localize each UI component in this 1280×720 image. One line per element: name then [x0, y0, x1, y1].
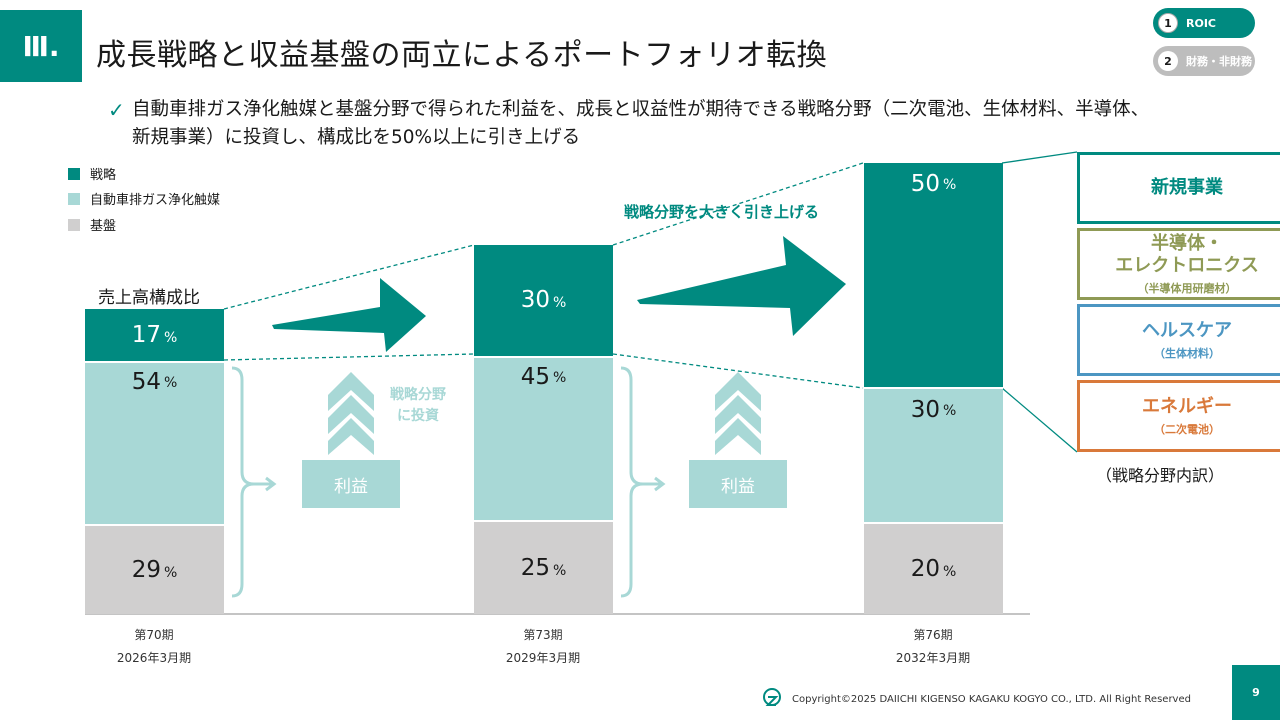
x-label-1: 第73期 2029年3月期	[473, 624, 613, 670]
bar-segment: 54%	[85, 360, 224, 526]
breakdown-semiconductor: 半導体・ エレクトロニクス （半導体用研磨材）	[1077, 228, 1280, 300]
bar-value-label: 25	[520, 554, 550, 581]
legend-swatch-base	[68, 218, 80, 231]
x-label-2-period: 第76期	[913, 628, 953, 642]
breakdown-healthcare-title: ヘルスケア	[1142, 319, 1232, 341]
breakdown-caption: （戦略分野内訳）	[1095, 466, 1224, 485]
legend-swatch-strategy	[68, 167, 80, 180]
bar-segment: 25%	[474, 521, 613, 614]
legend-label-catalyst: 自動車排ガス浄化触媒	[90, 193, 221, 208]
breakdown-energy-sub: （二次電池）	[1154, 422, 1220, 436]
breakdown-healthcare: ヘルスケア （生体材料）	[1077, 304, 1280, 376]
bar-value-label: 30	[520, 287, 550, 314]
growth-arrow-1	[272, 278, 426, 352]
invest-label-1-line1: 戦略分野	[390, 387, 446, 403]
bar-unit-label: %	[942, 402, 957, 419]
breakdown-connector-top	[1001, 151, 1078, 164]
connector-top-1	[223, 244, 475, 310]
x-label-0: 第70期 2026年3月期	[84, 624, 224, 670]
profit-brace-1	[231, 366, 277, 598]
bar-segment: 29%	[85, 525, 224, 614]
legend-label-strategy: 戦略	[90, 168, 117, 183]
nav-roic-number: 1	[1158, 13, 1178, 33]
bar-unit-label: %	[552, 295, 567, 312]
growth-arrow-2	[637, 236, 846, 336]
invest-chevrons-1	[328, 372, 374, 455]
company-logo-icon	[763, 688, 781, 706]
bar-unit-label: %	[552, 369, 567, 386]
page-title: 成長戦略と収益基盤の両立によるポートフォリオ転換	[96, 38, 828, 73]
x-label-1-period: 第73期	[523, 628, 563, 642]
bar-unit-label: %	[942, 177, 957, 193]
invest-label-1: 戦略分野 に投資	[373, 385, 463, 427]
bar-value-label: 20	[910, 555, 940, 582]
summary-text: 自動車排ガス浄化触媒と基盤分野で得られた利益を、成長と収益性が期待できる戦略分野…	[132, 99, 1150, 148]
profit-box-1: 利益	[302, 460, 400, 508]
breakdown-semiconductor-title: 半導体・ エレクトロニクス	[1115, 232, 1259, 276]
legend-item-base: 基盤	[68, 215, 116, 234]
section-badge: Ⅲ.	[0, 10, 82, 82]
breakdown-energy: エネルギー （二次電池）	[1077, 380, 1280, 452]
legend-label-base: 基盤	[90, 219, 117, 234]
bar-unit-label: %	[552, 562, 567, 579]
invest-chevrons-2	[715, 372, 761, 455]
invest-label-1-line2: に投資	[397, 408, 439, 424]
bar-segment: 45%	[474, 355, 613, 522]
profit-box-2: 利益	[689, 460, 787, 508]
y-axis-label: 売上高構成比	[98, 288, 200, 308]
legend-swatch-catalyst	[68, 192, 80, 205]
breakdown-semiconductor-sub: （半導体用研磨材）	[1137, 281, 1237, 295]
page-number: 9	[1232, 665, 1280, 720]
bar-value-label: 50	[910, 171, 940, 197]
breakdown-connector-bottom	[1001, 387, 1078, 453]
bar-value-label: 45	[520, 363, 550, 390]
bar-segment: 30%	[864, 388, 1003, 524]
breakdown-new-business-title: 新規事業	[1151, 177, 1223, 198]
nav-roic-label: ROIC	[1186, 16, 1216, 30]
connector-mid-2	[612, 353, 864, 389]
breakdown-new-business: 新規事業	[1077, 152, 1280, 224]
connector-top-2	[612, 162, 864, 246]
breakdown-connectors	[1001, 151, 1078, 453]
nav-financial-button[interactable]: 2 財務・非財務	[1153, 46, 1255, 76]
nav-financial-number: 2	[1158, 51, 1178, 71]
bar-value-label: 29	[131, 556, 161, 583]
nav-roic-button[interactable]: 1 ROIC	[1153, 8, 1255, 38]
bar-segment: 17%	[85, 309, 224, 363]
bar-value-label: 54	[131, 368, 161, 395]
legend-item-catalyst: 自動車排ガス浄化触媒	[68, 189, 220, 208]
x-label-1-date: 2029年3月期	[505, 651, 581, 665]
x-label-2-date: 2032年3月期	[895, 651, 971, 665]
raise-label: 戦略分野を大きく引き上げる	[624, 203, 820, 221]
bar-value-label: 17	[131, 321, 161, 348]
x-label-2: 第76期 2032年3月期	[863, 624, 1003, 670]
breakdown-energy-title: エネルギー	[1142, 395, 1232, 417]
bar-unit-label: %	[163, 374, 178, 391]
bar-segment: 20%	[864, 523, 1003, 614]
profit-brace-2	[620, 366, 666, 598]
breakdown-healthcare-sub: （生体材料）	[1154, 346, 1220, 360]
bar-segment: 30%	[474, 245, 613, 358]
x-label-0-period: 第70期	[134, 628, 174, 642]
bar-unit-label: %	[942, 563, 957, 580]
check-icon: ✓	[108, 98, 125, 122]
nav-financial-label: 財務・非財務	[1186, 55, 1252, 68]
bar-segment: 50%	[864, 163, 1003, 389]
x-label-0-date: 2026年3月期	[116, 651, 192, 665]
copyright-text: Copyright©2025 DAIICHI KIGENSO KAGAKU KO…	[792, 694, 1191, 705]
bar-value-label: 30	[910, 396, 940, 423]
bar-unit-label: %	[163, 329, 178, 346]
bar-unit-label: %	[163, 564, 178, 581]
legend-item-strategy: 戦略	[68, 164, 116, 183]
dashed-connectors	[223, 162, 864, 389]
